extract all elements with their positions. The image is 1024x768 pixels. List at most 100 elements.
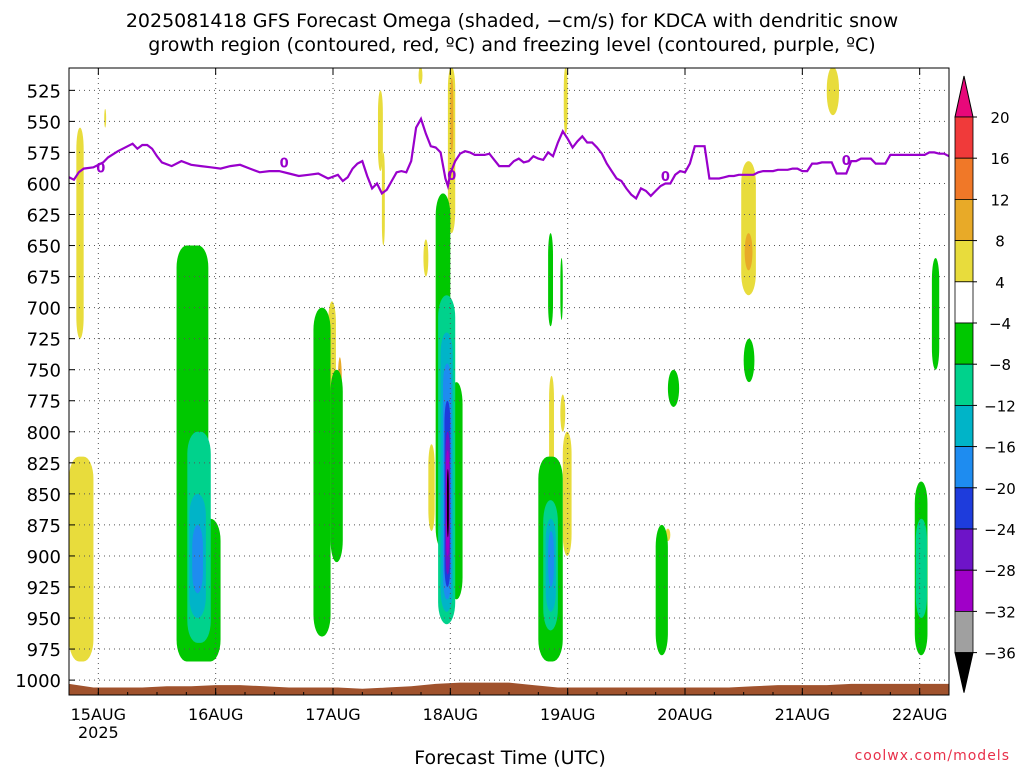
omega-region-17 <box>741 161 756 296</box>
credit-text: coolwx.com/models <box>855 748 1010 764</box>
colorbar-label: 12 <box>990 191 1009 209</box>
freezing-level-label: 0 <box>96 161 105 176</box>
omega-region-19 <box>450 77 454 153</box>
x-year-label: 2025 <box>78 723 119 742</box>
y-tick-label: 975 <box>27 640 61 661</box>
y-tick-label: 525 <box>27 81 61 102</box>
colorbar: 20 16 12 8 4 −4 −8 −12 −16 −20 −24 −28 −32 −36 <box>954 75 1016 693</box>
omega-region-39 <box>915 518 927 619</box>
x-tick-label: 15AUG <box>71 705 126 724</box>
colorbar-top-arrow <box>954 75 974 118</box>
colorbar-label: −28 <box>984 562 1016 580</box>
colorbar-label: −8 <box>989 356 1011 374</box>
colorbar-label: 20 <box>990 109 1009 127</box>
colorbar-segment-4 <box>954 240 974 283</box>
chart-title-line-1: 2025081418 GFS Forecast Omega (shaded, −… <box>125 10 899 32</box>
y-tick-label: 950 <box>27 609 61 630</box>
omega-region-18 <box>826 68 839 116</box>
colorbar-segment-10 <box>954 487 974 530</box>
colorbar-label: −20 <box>984 480 1016 498</box>
colorbar-segment-11 <box>954 528 974 571</box>
colorbar-label: −16 <box>984 439 1016 457</box>
x-tick-label: 22AUG <box>892 705 947 724</box>
colorbar-segment-6 <box>954 322 974 365</box>
omega-region-45 <box>548 531 554 587</box>
omega-region-9 <box>418 68 423 85</box>
omega-region-25 <box>330 369 343 563</box>
x-axis: 15AUG 16AUG 17AUG 18AUG 19AUG 20AUG 21AUG 22AUG… <box>68 68 950 742</box>
omega-region-24 <box>313 307 331 637</box>
colorbar-label: −24 <box>984 521 1016 539</box>
omega-region-1 <box>104 108 107 128</box>
y-tick-label: 900 <box>27 547 61 568</box>
surface-fill <box>69 682 949 695</box>
omega-region-15 <box>560 394 566 432</box>
y-tick-label: 700 <box>27 299 61 320</box>
chart-title-line-2: growth region (contoured, red, ºC) and f… <box>148 34 876 56</box>
y-tick-label: 775 <box>27 392 61 413</box>
y-tick-label: 925 <box>27 578 61 599</box>
colorbar-segment-9 <box>954 446 974 489</box>
omega-region-7 <box>381 152 385 246</box>
omega-region-31 <box>655 524 668 656</box>
colorbar-label: −32 <box>984 603 1016 621</box>
omega-region-49 <box>446 469 449 538</box>
surface-terrain <box>69 682 949 695</box>
y-tick-label: 750 <box>27 361 61 382</box>
freezing-level-contour: 0 0 0 0 0 <box>69 116 949 201</box>
colorbar-label: −4 <box>989 315 1011 333</box>
omega-region-0 <box>76 127 84 339</box>
x-tick-label: 21AUG <box>775 705 830 724</box>
y-axis: 525 550 575 600 625 650 675 700 725 750 775 800 825 8… <box>15 81 75 692</box>
omega-region-21 <box>744 233 753 271</box>
x-tick-label: 16AUG <box>188 705 243 724</box>
freezing-level-label: 0 <box>661 170 670 185</box>
y-tick-label: 675 <box>27 268 61 289</box>
colorbar-bottom-arrow <box>954 652 974 693</box>
x-tick-label: 17AUG <box>305 705 360 724</box>
y-tick-label: 550 <box>27 112 61 133</box>
omega-shading <box>69 68 940 662</box>
y-tick-label: 575 <box>27 143 61 164</box>
colorbar-segment-8 <box>954 404 974 447</box>
colorbar-segment-7 <box>954 363 974 406</box>
freezing-level-label: 0 <box>842 154 851 169</box>
freezing-level-line <box>69 116 949 201</box>
x-tick-label: 19AUG <box>540 705 595 724</box>
omega-region-29 <box>548 233 553 327</box>
omega-region-11 <box>428 444 435 532</box>
colorbar-segment-1 <box>954 116 974 159</box>
y-tick-label: 1000 <box>15 671 61 692</box>
y-tick-label: 850 <box>27 485 61 506</box>
y-tick-label: 800 <box>27 423 61 444</box>
grid-lines <box>69 68 949 695</box>
y-tick-label: 725 <box>27 330 61 351</box>
freezing-level-label: 0 <box>447 169 456 184</box>
colorbar-label: 4 <box>995 274 1005 292</box>
omega-region-2 <box>69 456 94 662</box>
colorbar-label: 8 <box>995 233 1005 251</box>
x-tick-label: 18AUG <box>423 705 478 724</box>
x-tick-label: 20AUG <box>657 705 712 724</box>
y-tick-label: 650 <box>27 237 61 258</box>
colorbar-segment-3 <box>954 198 974 241</box>
colorbar-segment-5 <box>954 281 974 324</box>
colorbar-label: −12 <box>984 397 1016 415</box>
colorbar-label: 16 <box>990 150 1009 168</box>
colorbar-segment-2 <box>954 157 974 200</box>
x-axis-label: Forecast Time (UTC) <box>414 747 605 768</box>
omega-region-14 <box>563 68 568 134</box>
y-tick-label: 875 <box>27 516 61 537</box>
colorbar-segment-12 <box>954 569 974 612</box>
omega-region-32 <box>667 369 680 407</box>
y-tick-label: 825 <box>27 454 61 475</box>
omega-region-43 <box>192 524 203 594</box>
colorbar-label: −36 <box>984 645 1016 663</box>
y-tick-label: 600 <box>27 174 61 195</box>
omega-region-33 <box>743 338 755 383</box>
freezing-level-label: 0 <box>280 156 289 171</box>
omega-region-30 <box>560 257 563 321</box>
omega-region-8 <box>423 239 429 277</box>
